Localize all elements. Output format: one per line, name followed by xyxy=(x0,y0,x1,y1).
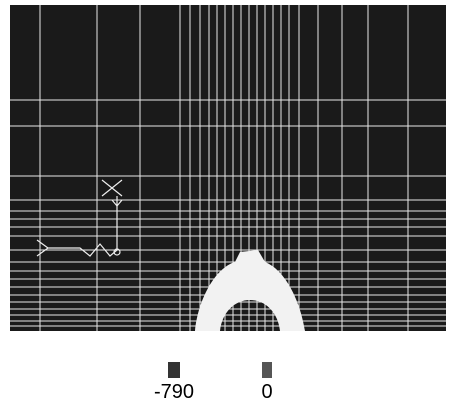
legend-max-label: 0 xyxy=(261,381,272,403)
legend-swatch-min xyxy=(168,362,180,378)
legend-swatch-max xyxy=(262,362,272,378)
screenshot: -790 0 xyxy=(0,0,455,412)
legend-min-label: -790 xyxy=(154,381,194,403)
